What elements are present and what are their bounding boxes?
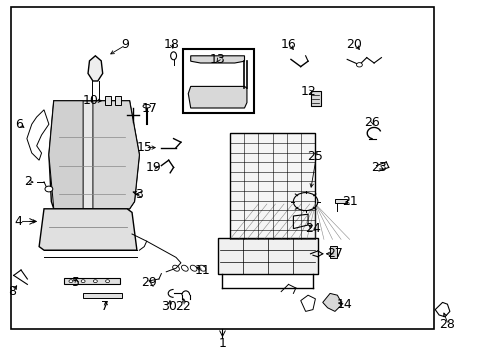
Text: 6: 6	[15, 118, 22, 131]
Polygon shape	[39, 209, 137, 250]
Text: 9: 9	[121, 39, 128, 51]
Text: 1: 1	[218, 337, 226, 350]
Polygon shape	[49, 101, 83, 209]
Text: 14: 14	[336, 298, 352, 311]
Text: 29: 29	[141, 276, 157, 289]
Text: 3: 3	[135, 188, 143, 201]
Bar	[105, 96, 111, 105]
Text: 4: 4	[15, 215, 22, 228]
Polygon shape	[88, 56, 102, 81]
Text: 22: 22	[175, 300, 191, 313]
Circle shape	[356, 63, 362, 67]
Ellipse shape	[143, 104, 150, 108]
Text: 7: 7	[101, 300, 109, 313]
Polygon shape	[49, 101, 139, 209]
Text: 12: 12	[300, 85, 315, 98]
Polygon shape	[322, 293, 342, 311]
Text: 5: 5	[72, 276, 80, 289]
Text: 15: 15	[136, 141, 152, 154]
Polygon shape	[93, 101, 139, 209]
Text: 13: 13	[209, 53, 225, 66]
Bar	[115, 96, 121, 105]
Text: 21: 21	[341, 195, 357, 208]
Bar	[183, 49, 254, 113]
Ellipse shape	[170, 52, 176, 60]
Circle shape	[93, 280, 97, 283]
Text: 23: 23	[370, 161, 386, 174]
Text: 18: 18	[163, 39, 179, 51]
Circle shape	[105, 280, 109, 283]
Bar	[217, 238, 317, 274]
Circle shape	[69, 280, 73, 283]
Text: 30: 30	[161, 300, 176, 313]
Text: 2: 2	[24, 175, 32, 188]
Bar	[334, 199, 346, 203]
Circle shape	[45, 186, 53, 192]
Polygon shape	[190, 56, 244, 63]
Bar	[11, 7, 433, 329]
Bar	[83, 293, 122, 298]
Text: 11: 11	[195, 264, 210, 276]
Circle shape	[81, 280, 85, 283]
Text: 28: 28	[439, 318, 454, 331]
Bar	[63, 278, 120, 284]
Text: 16: 16	[280, 39, 296, 51]
Text: 8: 8	[8, 285, 16, 298]
Text: 20: 20	[346, 39, 362, 51]
Bar	[310, 91, 321, 106]
Text: 27: 27	[326, 247, 342, 260]
Text: 25: 25	[307, 150, 323, 163]
Polygon shape	[188, 86, 246, 108]
Bar	[229, 133, 315, 239]
Text: 19: 19	[146, 161, 162, 174]
Bar	[329, 246, 337, 258]
Text: 24: 24	[305, 222, 320, 235]
Text: 26: 26	[363, 116, 379, 129]
Text: 10: 10	[82, 94, 98, 107]
Text: 17: 17	[141, 102, 157, 114]
